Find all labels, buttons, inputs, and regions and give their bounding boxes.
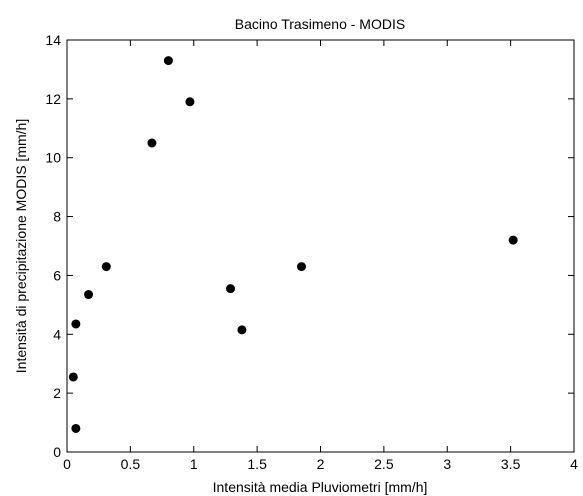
data-point [508,235,518,245]
data-point [71,319,81,329]
y-tick-label: 0 [53,444,61,460]
data-point [84,290,94,300]
x-tick-label: 3 [443,456,451,472]
data-point [296,262,306,272]
axis-ticks: 0 0.5 1 1.5 2 2.5 3 3.5 4 0 2 4 6 8 10 12 14 [45,32,578,472]
x-tick-label: 0 [63,456,71,472]
data-point [226,284,236,294]
y-axis-label: Intensità di precipitazione MODIS [mm/h] [13,119,29,373]
data-point [71,423,81,433]
x-tick-label: 3.5 [501,456,521,472]
data-point [147,138,157,148]
data-point [237,325,247,335]
data-point [185,97,195,107]
x-tick-label: 4 [570,456,578,472]
y-tick-label: 8 [53,209,61,225]
y-tick-label: 2 [53,385,61,401]
chart-title: Bacino Trasimeno - MODIS [235,16,405,32]
x-tick-label: 1 [190,456,198,472]
x-tick-label: 2 [317,456,325,472]
data-point [101,262,111,272]
x-axis-label: Intensità media Pluviometri [mm/h] [213,479,428,495]
data-point [163,56,173,66]
data-points [68,56,518,433]
y-tick-label: 14 [45,32,61,48]
x-tick-label: 1.5 [247,456,267,472]
y-tick-label: 12 [45,91,61,107]
y-tick-label: 6 [53,267,61,283]
x-tick-label: 0.5 [121,456,141,472]
y-tick-label: 10 [45,150,61,166]
x-tick-label: 2.5 [374,456,394,472]
y-tick-label: 4 [53,326,61,342]
data-point [68,372,78,382]
